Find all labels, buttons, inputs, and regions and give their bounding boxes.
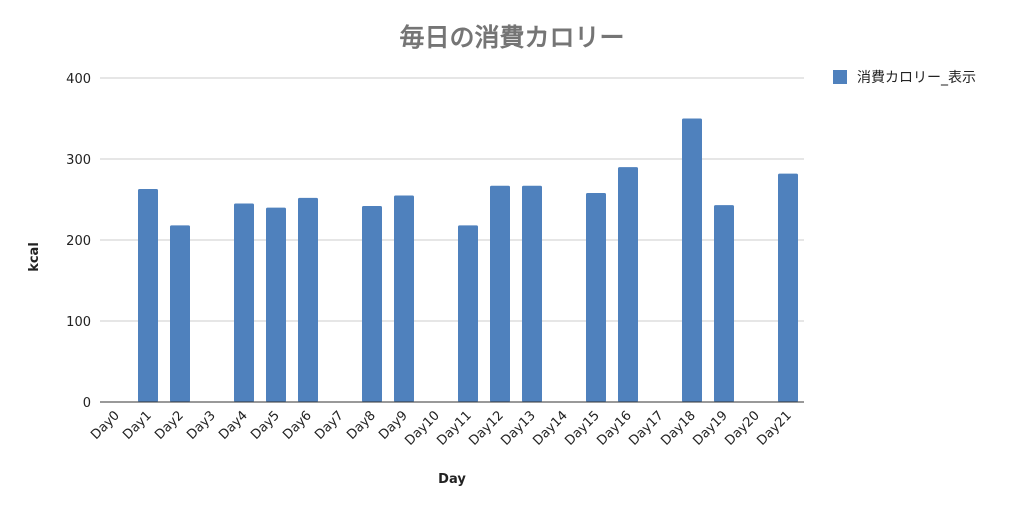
- bar-day4: [234, 203, 254, 402]
- bar-day13: [522, 185, 542, 402]
- bar-day15: [586, 193, 606, 402]
- x-tick-label: Day13: [498, 408, 538, 448]
- x-axis-ticks: Day0Day1Day2Day3Day4Day5Day6Day7Day8Day9…: [88, 408, 795, 448]
- x-tick-label: Day11: [434, 408, 474, 448]
- y-tick-label: 300: [66, 153, 91, 168]
- y-tick-label: 400: [66, 72, 91, 87]
- x-tick-label: Day21: [754, 408, 794, 448]
- bar-day18: [682, 118, 702, 402]
- x-axis-title: Day: [438, 472, 466, 487]
- x-tick-label: Day10: [402, 408, 442, 448]
- x-tick-label: Day3: [184, 408, 219, 443]
- bar-day6: [298, 197, 318, 402]
- y-tick-label: 0: [83, 396, 91, 411]
- bar-day5: [266, 207, 286, 402]
- x-tick-label: Day20: [722, 408, 762, 448]
- bars: [138, 118, 798, 402]
- y-axis-title: kcal: [27, 242, 42, 272]
- legend-label: 消費カロリー_表示: [857, 70, 976, 86]
- x-tick-label: Day7: [312, 408, 347, 443]
- x-tick-label: Day6: [280, 408, 315, 443]
- x-tick-label: Day19: [690, 408, 730, 448]
- legend: 消費カロリー_表示: [833, 70, 976, 86]
- x-tick-label: Day0: [88, 408, 123, 443]
- bar-day9: [394, 195, 414, 402]
- bar-day21: [778, 173, 798, 402]
- x-tick-label: Day5: [248, 408, 283, 443]
- x-tick-label: Day8: [344, 408, 379, 443]
- y-tick-label: 200: [66, 234, 91, 249]
- x-tick-label: Day14: [530, 408, 570, 448]
- x-tick-label: Day2: [152, 408, 187, 443]
- bar-day16: [618, 167, 638, 402]
- bar-day12: [490, 185, 510, 402]
- x-tick-label: Day16: [594, 408, 634, 448]
- y-tick-label: 100: [66, 315, 91, 330]
- x-tick-label: Day1: [120, 408, 155, 443]
- bar-day1: [138, 188, 158, 402]
- x-tick-label: Day12: [466, 408, 506, 448]
- bar-day8: [362, 205, 382, 402]
- bar-day19: [714, 205, 734, 402]
- bar-day2: [170, 225, 190, 402]
- legend-swatch: [833, 70, 847, 84]
- x-tick-label: Day17: [626, 408, 666, 448]
- x-tick-label: Day4: [216, 408, 251, 443]
- y-axis-ticks: 0 100 200 300 400: [66, 72, 91, 411]
- chart-title: 毎日の消費カロリー: [399, 23, 624, 52]
- bar-day11: [458, 225, 478, 402]
- x-tick-label: Day18: [658, 408, 698, 448]
- x-tick-label: Day15: [562, 408, 602, 448]
